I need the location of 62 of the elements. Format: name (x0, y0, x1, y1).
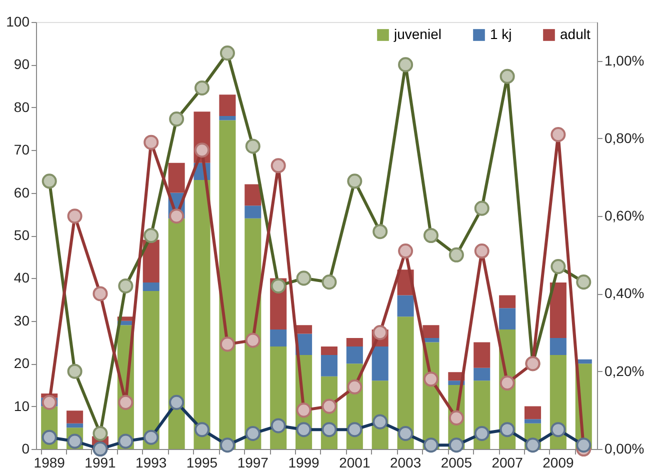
y2-tick-label: 0,20% (604, 362, 644, 379)
bar (524, 419, 542, 424)
bar (66, 410, 84, 424)
bar (142, 282, 160, 292)
y-tick-label: 50 (14, 227, 30, 243)
legend-label: 1 kj (490, 26, 512, 42)
bar (397, 295, 414, 317)
x-tick-label: 2007 (492, 454, 524, 470)
bar (474, 368, 490, 381)
y-tick-label: 80 (14, 98, 30, 115)
x-tick-label: 2005 (440, 454, 472, 470)
bar (244, 206, 262, 218)
x-tick-label: 2001 (339, 454, 370, 470)
y2-tick-label: 0,80% (604, 130, 644, 146)
bar (219, 120, 236, 449)
bar (474, 342, 490, 368)
y2-tick-label: 0,00% (604, 440, 644, 456)
y-tick-label: 70 (14, 142, 30, 158)
y-tick-label: 0 (22, 440, 30, 456)
bar (194, 180, 210, 449)
y-tick-label: 20 (14, 355, 30, 372)
x-tick-label: 1999 (288, 454, 320, 470)
y-tick-label: 60 (14, 184, 30, 200)
x-tick-label: 1989 (34, 454, 66, 470)
bar (550, 338, 566, 356)
y2-tick-label: 0,40% (604, 285, 644, 302)
y-tick-label: 30 (14, 312, 30, 328)
bar (346, 346, 363, 364)
x-tick-label: 1995 (186, 454, 218, 470)
bar (320, 355, 338, 376)
bar (550, 282, 566, 338)
bar (219, 94, 236, 116)
bar (346, 338, 363, 347)
y-tick-label: 100 (6, 14, 30, 30)
bar (499, 308, 516, 330)
bar (168, 218, 185, 449)
x-tick-label: 1991 (84, 454, 116, 470)
bar (320, 346, 338, 356)
y-tick-label: 40 (14, 270, 30, 286)
bar (296, 325, 312, 334)
x-tick-label: 2003 (390, 454, 422, 470)
bar (270, 329, 287, 347)
bar (244, 184, 262, 206)
bar (168, 162, 185, 193)
y-tick-label: 10 (14, 398, 30, 414)
bar (142, 291, 160, 449)
bar (499, 295, 516, 308)
bar (397, 316, 414, 449)
y2-tick-label: 1,00% (604, 52, 644, 68)
x-tick-label: 1997 (237, 454, 269, 470)
legend-label: adult (560, 26, 590, 42)
x-tick-label: 2009 (542, 454, 574, 470)
bar (422, 325, 440, 338)
bar (524, 406, 542, 420)
x-tick-label: 1993 (136, 454, 167, 470)
bar (372, 346, 388, 381)
y2-tick-label: 0,60% (604, 208, 644, 224)
bar (142, 240, 160, 282)
bar (219, 116, 236, 120)
legend-label: juveniel (393, 26, 442, 42)
y-tick-label: 90 (14, 56, 30, 72)
bar (66, 423, 84, 428)
